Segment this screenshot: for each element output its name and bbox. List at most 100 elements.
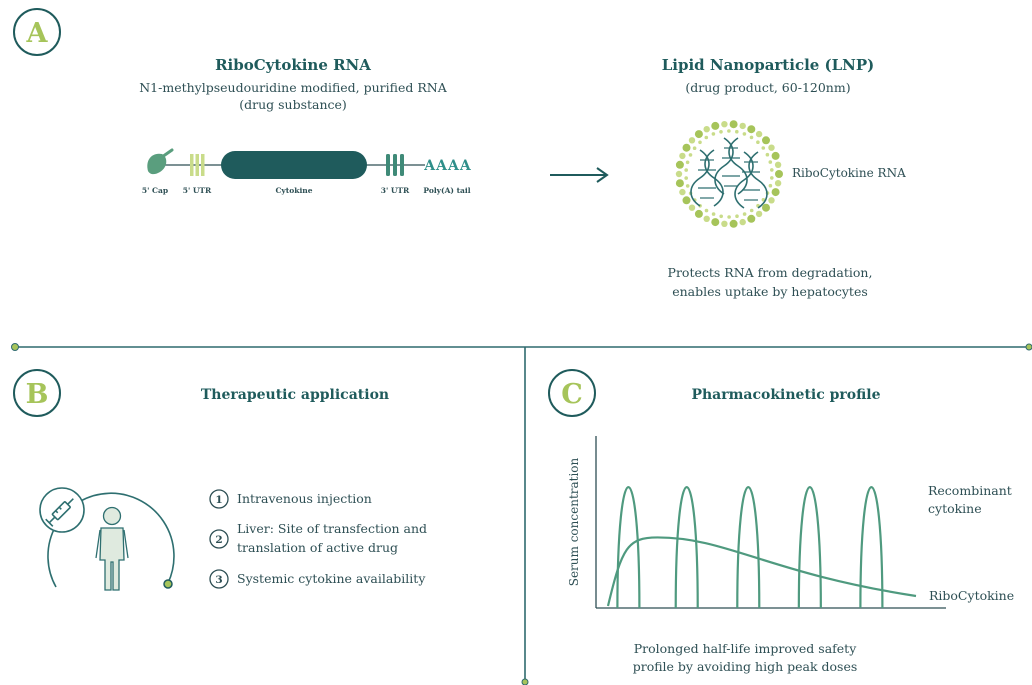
lipid-dot-inner [735, 214, 739, 218]
person-icon [95, 506, 129, 591]
lipid-dot [739, 218, 746, 226]
lipid-dot-inner [770, 176, 774, 180]
rna-helix-icons [690, 137, 768, 209]
cytokine-segment [221, 151, 367, 179]
lipid-dot [675, 179, 684, 188]
lipid-dot [688, 137, 696, 144]
right-arrow-icon [550, 167, 609, 183]
series-label-ribocytokine: RiboCytokine [929, 588, 1014, 603]
lipid-dot-inner [761, 198, 766, 202]
lnp-subtitle: (drug product, 60-120nm) [685, 80, 850, 95]
lnp-title: Lipid Nanoparticle (LNP) [662, 56, 875, 74]
pk-caption-1: Prolonged half-life improved safety [634, 641, 857, 656]
recombinant-peak-3 [736, 486, 761, 609]
step-1: 1 Intravenous injection [209, 489, 372, 509]
panel-b: B Therapeutic application [13, 369, 427, 591]
panel-c-title: Pharmacokinetic profile [691, 387, 880, 403]
recombinant-peak-5 [859, 486, 884, 609]
lipid-dot [711, 121, 720, 130]
lipid-dot-inner [727, 215, 731, 219]
lipid-dot-inner [698, 140, 702, 145]
circulation-arc [47, 492, 175, 588]
lipid-dot [762, 136, 770, 145]
ribocytokine-curve [606, 536, 917, 607]
lipid-dot-inner [711, 212, 716, 216]
lipid-dot [694, 130, 703, 139]
rna-title: RiboCytokine RNA [215, 56, 371, 74]
utr5-bars [190, 154, 205, 176]
step-1-number: 1 [215, 494, 222, 506]
lipid-dot [747, 214, 756, 223]
label-utr5: 5' UTR [183, 186, 212, 195]
lipid-dot [771, 188, 780, 197]
lipid-dot [755, 210, 763, 218]
lipid-dot [768, 144, 775, 151]
step-2-number: 2 [215, 534, 222, 546]
series-label-recombinant-2: cytokine [928, 501, 982, 516]
polya-sequence: AAAA [423, 158, 472, 174]
lipid-dot [755, 130, 763, 138]
panel-b-title: Therapeutic application [201, 387, 389, 403]
label-cap: 5' Cap [142, 186, 168, 195]
lipid-dot [771, 151, 780, 160]
lipid-dot-inner [742, 212, 747, 216]
lipid-dot-inner [749, 208, 754, 213]
lipid-dot [775, 170, 783, 178]
rna-subtitle-1: N1-methylpseudouridine modified, purifie… [139, 80, 447, 95]
recombinant-peak-2 [674, 486, 699, 609]
lnp-note-1: Protects RNA from degradation, [668, 265, 873, 280]
step-3-text: Systemic cytokine availability [237, 571, 426, 586]
lipid-dot [679, 188, 686, 196]
lipid-dot-inner [765, 152, 770, 157]
lipid-dot [729, 219, 738, 228]
panel-dividers [11, 343, 1032, 685]
label-cytokine: Cytokine [275, 186, 312, 195]
lipid-dot [682, 143, 691, 152]
pk-caption-2: profile by avoiding high peak doses [633, 659, 858, 674]
label-utr3: 3' UTR [381, 186, 410, 195]
pk-chart: Serum concentration Recombinant cytokine… [567, 436, 1014, 609]
rna-construct: AAAA 5' Cap 5' UTR Cytokine 3' UTR Poly(… [142, 148, 472, 195]
syringe-icon [39, 487, 85, 533]
lipid-dot-inner [685, 184, 690, 188]
badge-c: C [548, 369, 596, 417]
rna-subtitle-2: (drug substance) [239, 97, 347, 112]
lipid-dot-inner [756, 140, 760, 144]
lipid-dot [682, 196, 691, 205]
lipid-dot [675, 160, 684, 169]
lipid-dot-inner [704, 208, 709, 213]
lipid-dot [675, 170, 683, 178]
lipid-dot-inner [749, 135, 754, 140]
step-2: 2 Liver: Site of transfection and transl… [209, 521, 427, 555]
lipid-dot [688, 204, 696, 211]
lipid-dot-inner [768, 160, 773, 164]
step-2-text-2: translation of active drug [237, 540, 398, 555]
panel-a: A RiboCytokine RNA N1-methylpseudouridin… [13, 8, 906, 299]
lipid-dot [774, 180, 782, 187]
lnp-note-2: enables uptake by hepatocytes [672, 284, 868, 299]
lipid-dot-inner [685, 160, 690, 165]
lipid-dot [729, 120, 738, 129]
lipid-dot [721, 121, 728, 128]
lipid-dot [721, 220, 728, 227]
pk-series [606, 486, 917, 609]
lipid-dot-inner [735, 129, 739, 134]
lipid-dot [747, 125, 756, 134]
lipid-dot [694, 209, 703, 218]
lnp-icon [675, 120, 783, 228]
lipid-dot-inner [719, 214, 723, 219]
lipid-dot-inner [719, 130, 723, 134]
recombinant-peak-1 [616, 486, 641, 609]
recombinant-peak-4 [797, 486, 822, 609]
series-label-recombinant-1: Recombinant [928, 483, 1012, 498]
lipid-shell [675, 120, 783, 228]
lipid-dot [768, 197, 775, 204]
badge-a-letter: A [26, 18, 49, 49]
lipid-dot [739, 122, 746, 130]
step-3-number: 3 [215, 574, 222, 586]
lipid-dot-inner [742, 132, 747, 136]
lipid-dot-inner [684, 176, 688, 180]
lipid-dot-inner [704, 135, 709, 140]
lipid-dot [703, 215, 710, 222]
